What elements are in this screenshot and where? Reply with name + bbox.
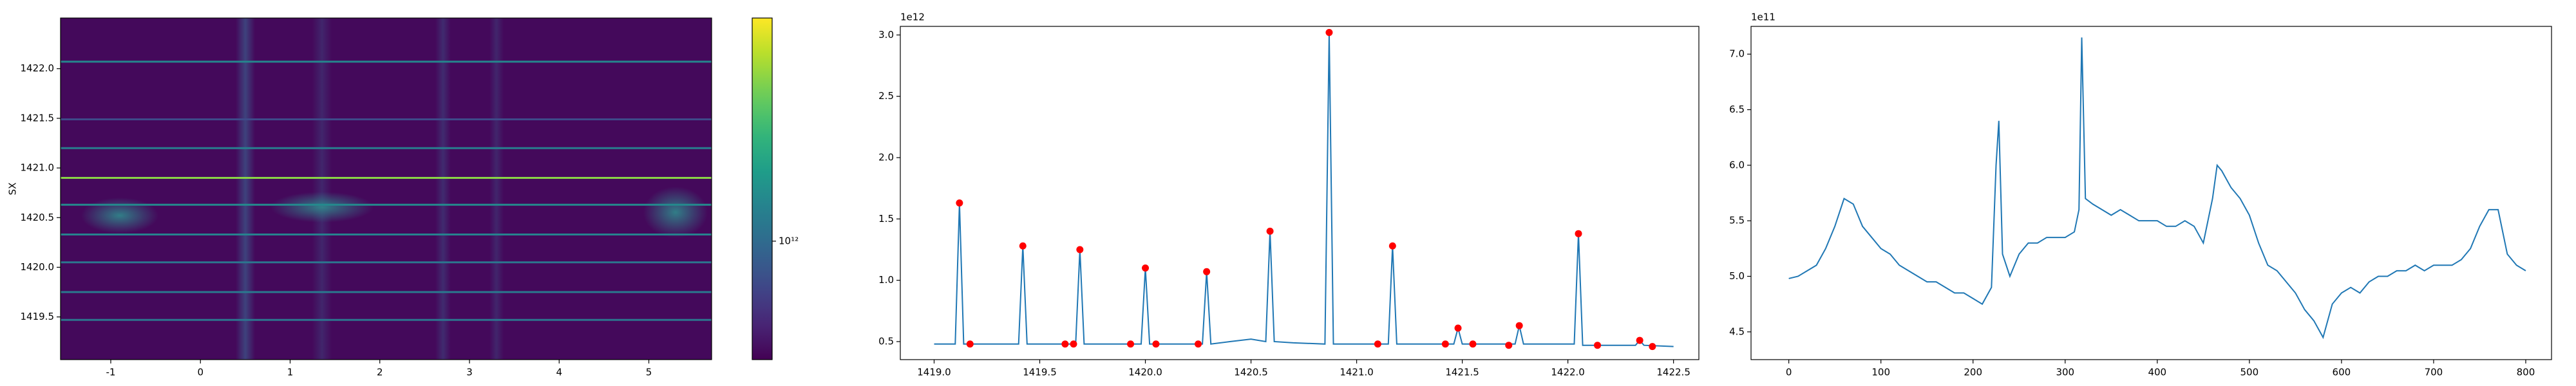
peak-marker — [1388, 242, 1396, 250]
peak-marker — [956, 199, 963, 207]
x-tick-label: 4 — [556, 367, 562, 378]
blob — [81, 198, 158, 234]
peak-marker — [1203, 268, 1211, 275]
offset-text: 1e11 — [1751, 12, 1776, 23]
x-tick-label: 0 — [1786, 367, 1792, 378]
x-tick-label: 400 — [2148, 367, 2166, 378]
peak-marker — [1636, 336, 1643, 344]
peak-marker — [1374, 340, 1381, 348]
y-tick-label: 1421.0 — [21, 162, 55, 174]
offset-text: 1e12 — [900, 12, 925, 23]
peak-marker — [1505, 342, 1513, 349]
x-tick-label: 1421.0 — [1340, 367, 1374, 378]
x-tick-label: 1420.0 — [1128, 367, 1162, 378]
y-axis-label: SX — [7, 183, 19, 196]
peak-marker — [1127, 340, 1135, 348]
x-tick-label: 500 — [2240, 367, 2259, 378]
peak-marker — [1325, 29, 1333, 37]
y-tick-label: 1421.5 — [21, 112, 55, 124]
x-tick-label: 1419.5 — [1023, 367, 1057, 378]
y-tick-label: 7.0 — [1729, 48, 1745, 60]
axes-frame — [60, 17, 712, 360]
axes-frame — [1750, 26, 2552, 360]
x-tick-label: 1422.5 — [1656, 367, 1690, 378]
x-tick-label: 1419.0 — [917, 367, 951, 378]
y-tick-label: 6.5 — [1729, 104, 1745, 115]
peak-marker — [1575, 230, 1582, 237]
peak-marker — [1594, 342, 1602, 349]
blob — [270, 192, 374, 223]
x-tick-label: 100 — [1871, 367, 1890, 378]
y-tick-label: 5.0 — [1729, 270, 1745, 282]
peak-marker — [1076, 246, 1084, 253]
y-tick-label: 2.0 — [878, 151, 894, 163]
peak-marker — [1441, 340, 1449, 348]
axes-frame — [900, 26, 1700, 360]
x-tick-label: 600 — [2333, 367, 2351, 378]
x-tick-label: 0 — [197, 367, 204, 378]
line-series — [1788, 37, 2526, 340]
blob — [643, 187, 708, 238]
y-tick-label: 1.5 — [878, 213, 894, 225]
colorbar-tick-label: 10¹² — [779, 235, 799, 246]
peak-marker — [1649, 343, 1656, 351]
x-tick-label: 700 — [2425, 367, 2443, 378]
y-tick-label: 1.0 — [878, 274, 894, 286]
peak-marker — [1195, 340, 1202, 348]
x-tick-label: 2 — [377, 367, 383, 378]
y-tick-label: 1419.5 — [21, 311, 55, 322]
y-tick-label: 1420.5 — [21, 212, 55, 223]
colorbar — [752, 18, 772, 360]
y-tick-label: 2.5 — [878, 90, 894, 102]
x-tick-label: 1420.5 — [1234, 367, 1268, 378]
y-tick-label: 5.5 — [1729, 215, 1745, 226]
peak-marker — [1454, 324, 1462, 332]
peak-marker — [1142, 264, 1150, 272]
y-tick-label: 1422.0 — [21, 62, 55, 74]
line-series — [934, 32, 1674, 347]
x-tick-label: 1 — [287, 367, 294, 378]
x-tick-label: -1 — [106, 367, 115, 378]
peak-marker — [1266, 227, 1274, 235]
peak-marker — [1061, 340, 1069, 348]
x-tick-label: 200 — [1964, 367, 1982, 378]
x-tick-label: 800 — [2517, 367, 2535, 378]
x-tick-label: 3 — [466, 367, 473, 378]
vertical-band — [435, 18, 451, 360]
y-tick-label: 6.0 — [1729, 159, 1745, 170]
heatmap-background — [61, 18, 712, 360]
peak-marker — [1019, 242, 1027, 250]
y-tick-label: 0.5 — [878, 335, 894, 347]
peak-marker — [1070, 340, 1077, 348]
x-tick-label: 5 — [646, 367, 652, 378]
vertical-band — [489, 18, 504, 360]
heatmap-base — [61, 18, 712, 360]
y-tick-label: 3.0 — [878, 29, 894, 41]
x-tick-label: 1422.0 — [1551, 367, 1585, 378]
y-tick-label: 1420.0 — [21, 261, 55, 273]
x-tick-label: 1421.5 — [1445, 367, 1479, 378]
vertical-band — [236, 18, 255, 360]
peak-marker — [1152, 340, 1160, 348]
colorbar-frame — [752, 17, 773, 360]
x-tick-label: 300 — [2056, 367, 2074, 378]
peak-marker — [966, 340, 974, 348]
y-tick-label: 4.5 — [1729, 326, 1745, 337]
vertical-band — [312, 18, 332, 360]
peak-marker — [1469, 340, 1477, 348]
peak-marker — [1515, 322, 1523, 329]
